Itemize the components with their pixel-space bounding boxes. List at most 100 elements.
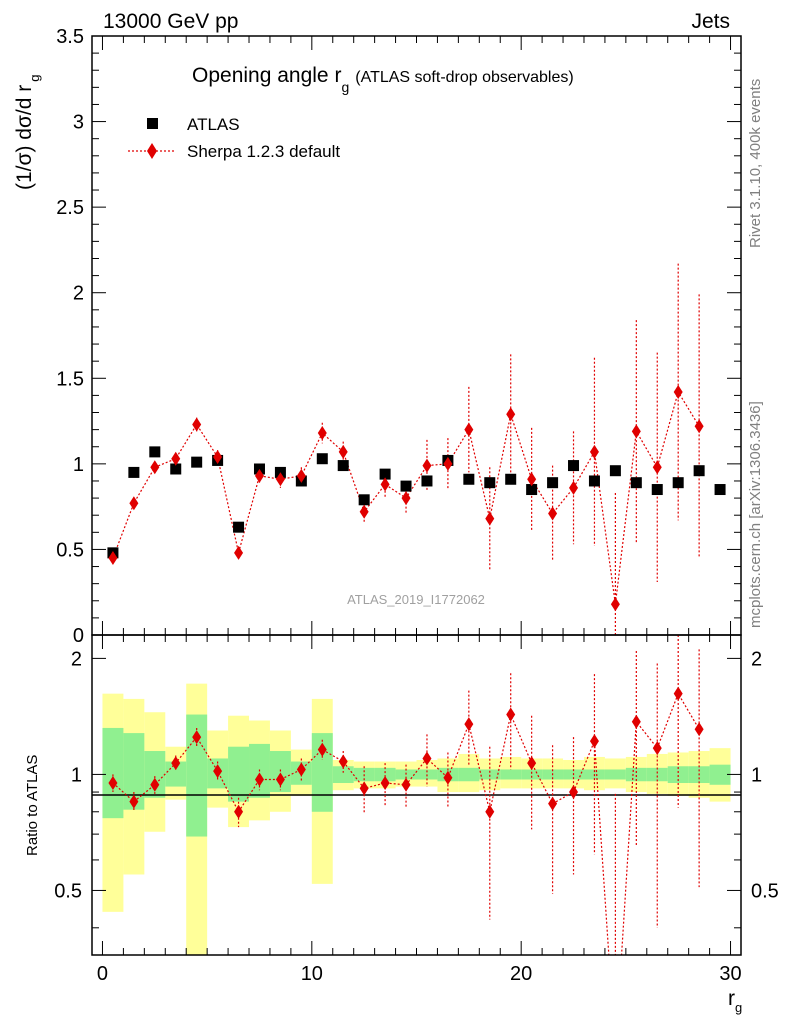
atlas-point xyxy=(693,465,705,477)
main-y-tick-label: 0 xyxy=(73,625,84,647)
atlas-point xyxy=(233,521,245,533)
ratio-inner-band xyxy=(332,766,354,784)
ratio-y-tick-label: 1 xyxy=(71,764,82,786)
plot-title-main: Opening angle r xyxy=(192,64,341,87)
sherpa-point xyxy=(527,472,537,487)
ratio-sherpa-point xyxy=(380,776,390,791)
atlas-point xyxy=(358,494,370,506)
ratio-inner-band xyxy=(165,761,187,787)
sherpa-point xyxy=(171,451,181,466)
ratio-sherpa-point xyxy=(338,754,348,769)
analysis-watermark: ATLAS_2019_I1772062 xyxy=(347,592,485,607)
ratio-sherpa-point xyxy=(171,756,181,771)
legend: ATLAS Sherpa 1.2.3 default xyxy=(128,115,340,161)
ratio-sherpa-point xyxy=(192,730,202,745)
ratio-sherpa-point xyxy=(150,777,160,792)
atlas-point xyxy=(672,477,684,489)
ratio-inner-band xyxy=(374,767,396,782)
ratio-sherpa-point xyxy=(652,741,662,756)
x-tick-label: 10 xyxy=(301,963,323,985)
atlas-point xyxy=(609,465,621,477)
ratio-sherpa-point xyxy=(234,804,244,819)
atlas-point xyxy=(421,475,433,487)
main-data-layer xyxy=(107,263,726,635)
sherpa-point xyxy=(610,597,620,612)
sherpa-point xyxy=(296,468,306,483)
atlas-point xyxy=(379,468,391,480)
rivet-version-label: Rivet 3.1.10, 400k events xyxy=(747,79,764,248)
ratio-sherpa-point xyxy=(694,722,704,737)
main-y-tick-label: 1 xyxy=(73,454,84,476)
header-right-label: Jets xyxy=(691,10,730,33)
main-y-tick-label: 3.5 xyxy=(56,26,84,48)
sherpa-point xyxy=(443,456,453,471)
sherpa-point xyxy=(108,550,118,565)
ratio-inner-band xyxy=(604,769,626,780)
x-tick-label: 30 xyxy=(719,963,741,985)
ratio-inner-band xyxy=(269,751,291,793)
ratio-sherpa-point xyxy=(464,717,474,732)
sherpa-point xyxy=(317,426,327,441)
ratio-sherpa-point xyxy=(443,770,453,785)
legend-sherpa-label: Sherpa 1.2.3 default xyxy=(187,142,340,161)
legend-atlas-marker xyxy=(147,118,158,129)
sherpa-point xyxy=(150,460,160,475)
atlas-point xyxy=(149,446,161,458)
sherpa-point xyxy=(275,472,285,487)
sherpa-point xyxy=(234,545,244,560)
atlas-point xyxy=(568,460,580,472)
ratio-inner-band xyxy=(646,767,668,782)
ratio-inner-band xyxy=(500,769,522,780)
ratio-y-tick-label-right: 1 xyxy=(751,764,762,786)
atlas-point xyxy=(484,477,496,489)
sherpa-point xyxy=(569,480,579,495)
sherpa-point xyxy=(129,496,139,511)
header-left-label: 13000 GeV pp xyxy=(103,10,238,33)
ratio-inner-band xyxy=(625,767,647,782)
ratio-sherpa-point xyxy=(359,781,369,796)
sherpa-point xyxy=(359,504,369,519)
main-y-tick-label: 1.5 xyxy=(56,368,84,390)
ratio-sherpa-point xyxy=(673,686,683,701)
sherpa-point xyxy=(254,468,264,483)
x-tick-label: 20 xyxy=(510,963,532,985)
ratio-ticks: 0.5 0.51 12 20 10 20 30 xyxy=(54,635,779,985)
ratio-sherpa-point xyxy=(589,734,599,749)
main-y-ticks: 0 0.5 1 1.5 2 2.5 3 3.5 xyxy=(56,26,741,647)
ratio-sherpa-point xyxy=(527,756,537,771)
ratio-sherpa-point xyxy=(129,794,139,809)
main-y-tick-label: 2.5 xyxy=(56,197,84,219)
main-panel: 0 0.5 1 1.5 2 2.5 3 3.5 xyxy=(56,26,742,647)
sherpa-point xyxy=(589,444,599,459)
sherpa-point xyxy=(694,419,704,434)
plot-title: Opening angle rg (ATLAS soft-drop observa… xyxy=(192,64,574,95)
sherpa-point xyxy=(401,491,411,506)
atlas-point xyxy=(337,460,349,472)
sherpa-point xyxy=(380,477,390,492)
sherpa-point xyxy=(338,444,348,459)
ratio-inner-band xyxy=(479,769,501,780)
main-y-axis-label: (1/σ) dσ/d r g xyxy=(13,74,42,190)
atlas-point xyxy=(400,480,412,492)
ratio-sherpa-point xyxy=(296,762,306,777)
atlas-point xyxy=(128,466,140,478)
main-y-axis-label-subscript: g xyxy=(27,74,42,81)
atlas-point xyxy=(547,477,559,489)
atlas-point xyxy=(588,475,600,487)
ratio-sherpa-point xyxy=(401,777,411,792)
ratio-inner-band xyxy=(709,764,731,785)
ratio-inner-band xyxy=(144,751,166,798)
ratio-inner-band xyxy=(123,733,145,810)
ratio-sherpa-point xyxy=(485,804,495,819)
atlas-point xyxy=(505,473,517,485)
ratio-y-tick-label: 0.5 xyxy=(54,880,82,902)
sherpa-point xyxy=(422,458,432,473)
sherpa-point xyxy=(192,417,202,432)
plot-title-subscript: g xyxy=(341,79,349,95)
sherpa-point xyxy=(464,422,474,437)
ratio-data-layer xyxy=(108,635,704,955)
ratio-inner-band xyxy=(186,714,208,837)
x-axis-label: rg xyxy=(728,987,742,1015)
x-axis-label-text: r xyxy=(728,987,735,1010)
